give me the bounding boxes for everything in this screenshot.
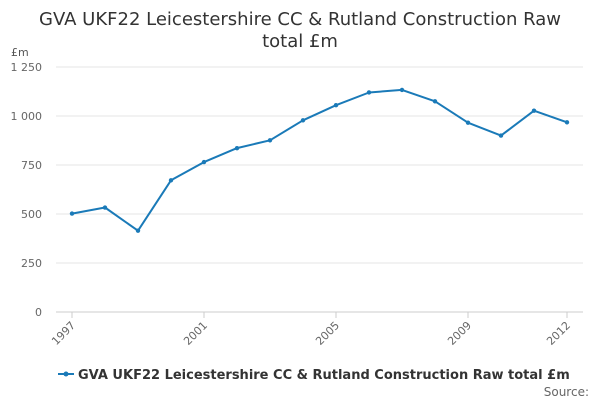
data-point-2011 [531, 108, 537, 113]
data-point-1998 [102, 205, 108, 210]
data-point-2005 [333, 103, 339, 108]
data-point-1999 [135, 228, 141, 233]
y-axis-unit: £m [11, 46, 29, 59]
data-point-2012 [564, 120, 570, 125]
y-tick-label-1000: 1 000 [11, 110, 43, 123]
data-point-2008 [432, 99, 438, 104]
x-tick-labels: 1997 2001 2005 2009 2012 [49, 319, 573, 348]
data-point-2006 [366, 90, 372, 95]
y-tick-labels: 0 250 500 750 1 000 1 250 [11, 61, 43, 319]
data-point-2004 [300, 118, 306, 123]
data-point-2007 [399, 87, 405, 93]
legend-label: GVA UKF22 Leicestershire CC & Rutland Co… [78, 368, 570, 383]
series-line [71, 88, 568, 232]
x-tick-label-2001: 2001 [181, 319, 210, 348]
data-point-2009 [465, 120, 471, 125]
data-point-2010 [498, 133, 504, 138]
data-point-2003 [267, 138, 273, 143]
x-tick-label-1997: 1997 [49, 319, 78, 348]
x-tick-label-2005: 2005 [313, 319, 342, 348]
x-tick-label-2012: 2012 [544, 319, 573, 348]
y-tick-label-250: 250 [21, 257, 42, 270]
data-point-2002 [234, 145, 240, 151]
data-point-2001 [201, 159, 207, 165]
axes [56, 311, 583, 318]
gridlines [56, 66, 583, 264]
source-label: Source: [544, 385, 589, 399]
series-lines [69, 87, 570, 233]
data-point-1997 [69, 211, 75, 216]
chart-title-line-1: GVA UKF22 Leicestershire CC & Rutland Co… [39, 9, 561, 30]
y-tick-label-0: 0 [35, 306, 42, 319]
legend[interactable]: GVA UKF22 Leicestershire CC & Rutland Co… [58, 368, 570, 383]
y-tick-label-750: 750 [21, 159, 42, 172]
y-tick-label-500: 500 [21, 208, 42, 221]
legend-point-marker [63, 371, 69, 377]
data-point-2000 [168, 178, 174, 183]
chart-title-line-2: total £m [262, 31, 338, 52]
y-tick-label-1250: 1 250 [11, 61, 43, 74]
x-tick-label-2009: 2009 [445, 319, 474, 348]
